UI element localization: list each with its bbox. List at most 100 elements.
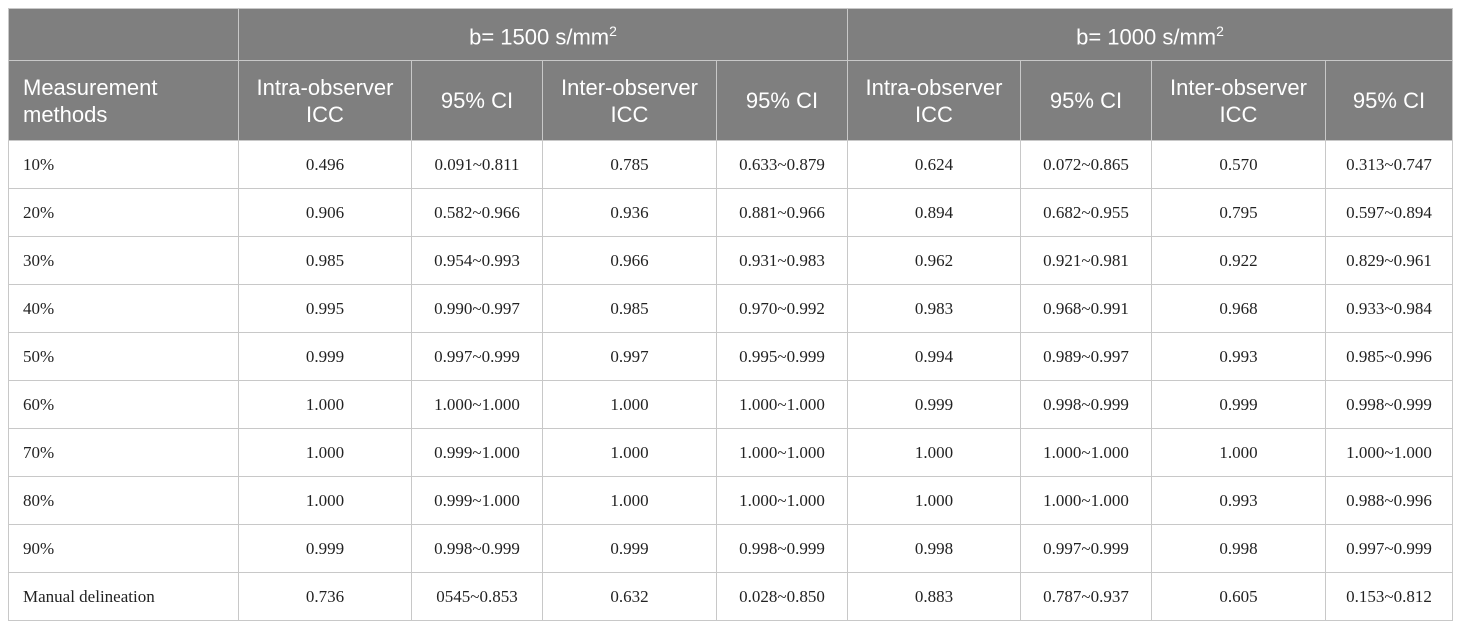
table-cell: 0.970~0.992	[716, 284, 848, 333]
row-label: 60%	[8, 380, 239, 429]
table-row: 40% 0.995 0.990~0.997 0.985 0.970~0.992 0.983…	[8, 284, 1453, 333]
table-cell: 0.999	[542, 524, 717, 573]
row-label: Manual delineation	[8, 572, 239, 621]
table-cell: 0.966	[542, 236, 717, 285]
table-head: b= 1500 s/mm2 b= 1000 s/mm2 Measurement …	[8, 8, 1453, 141]
table-cell: 0.931~0.983	[716, 236, 848, 285]
table-cell: 0.881~0.966	[716, 188, 848, 237]
table-cell: 0.933~0.984	[1325, 284, 1453, 333]
table-cell: 1.000~1.000	[716, 380, 848, 429]
table-cell: 0.597~0.894	[1325, 188, 1453, 237]
table-cell: 0.998~0.999	[1020, 380, 1152, 429]
table-cell: 0.985	[238, 236, 412, 285]
row-label: 70%	[8, 428, 239, 477]
group-header: b= 1500 s/mm2	[238, 8, 848, 61]
icc-table: b= 1500 s/mm2 b= 1000 s/mm2 Measurement …	[8, 8, 1453, 621]
table-cell: 1.000	[238, 428, 412, 477]
table-cell: 0.985	[542, 284, 717, 333]
table-cell: 0.091~0.811	[411, 140, 543, 189]
table-cell: 0.999~1.000	[411, 476, 543, 525]
table-cell: 0.968	[1151, 284, 1326, 333]
table-cell: 0.787~0.937	[1020, 572, 1152, 621]
column-header: Measurement methods	[8, 60, 239, 141]
table-cell: 1.000	[1151, 428, 1326, 477]
table-cell: 0.922	[1151, 236, 1326, 285]
column-header: Inter-observer ICC	[542, 60, 717, 141]
table-cell: 0.997~0.999	[411, 332, 543, 381]
empty-header	[8, 8, 239, 61]
column-header: Intra-observer ICC	[847, 60, 1021, 141]
table-cell: 0.632	[542, 572, 717, 621]
column-header: Intra-observer ICC	[238, 60, 412, 141]
column-header: 95% CI	[1325, 60, 1453, 141]
table-cell: 0.633~0.879	[716, 140, 848, 189]
column-header-row: Measurement methods Intra-observer ICC 95%…	[8, 60, 1453, 141]
group-header-row: b= 1500 s/mm2 b= 1000 s/mm2	[8, 8, 1453, 61]
table-cell: 0.988~0.996	[1325, 476, 1453, 525]
table-cell: 0.998~0.999	[1325, 380, 1453, 429]
column-header: 95% CI	[716, 60, 848, 141]
table-cell: 1.000~1.000	[411, 380, 543, 429]
table-row: 20% 0.906 0.582~0.966 0.936 0.881~0.966 0.894…	[8, 188, 1453, 237]
table-cell: 1.000~1.000	[1020, 476, 1152, 525]
table-cell: 0.736	[238, 572, 412, 621]
table-cell: 0.983	[847, 284, 1021, 333]
table-cell: 0.998~0.999	[411, 524, 543, 573]
table-cell: 0.570	[1151, 140, 1326, 189]
table-cell: 0.997	[542, 332, 717, 381]
table-cell: 0.999~1.000	[411, 428, 543, 477]
table-cell: 0.313~0.747	[1325, 140, 1453, 189]
table-cell: 0.989~0.997	[1020, 332, 1152, 381]
table-row: 10% 0.496 0.091~0.811 0.785 0.633~0.879 0.624…	[8, 140, 1453, 189]
table-cell: 1.000	[847, 428, 1021, 477]
row-label: 40%	[8, 284, 239, 333]
table-cell: 0.496	[238, 140, 412, 189]
table-row: 50% 0.999 0.997~0.999 0.997 0.995~0.999 0.994…	[8, 332, 1453, 381]
row-label: 80%	[8, 476, 239, 525]
table-cell: 0.999	[1151, 380, 1326, 429]
row-label: 30%	[8, 236, 239, 285]
row-label: 20%	[8, 188, 239, 237]
table-cell: 0.954~0.993	[411, 236, 543, 285]
row-label: 10%	[8, 140, 239, 189]
table-cell: 0.990~0.997	[411, 284, 543, 333]
table-cell: 0.998~0.999	[716, 524, 848, 573]
table-cell: 0.829~0.961	[1325, 236, 1453, 285]
table-cell: 0.998	[1151, 524, 1326, 573]
table-cell: 1.000	[542, 428, 717, 477]
table-row: 30% 0.985 0.954~0.993 0.966 0.931~0.983 0.962…	[8, 236, 1453, 285]
row-label: 90%	[8, 524, 239, 573]
table-row: 80% 1.000 0.999~1.000 1.000 1.000~1.000 1.000…	[8, 476, 1453, 525]
table-cell: 1.000	[238, 476, 412, 525]
table-cell: 1.000~1.000	[716, 428, 848, 477]
table-body: 10% 0.496 0.091~0.811 0.785 0.633~0.879 0.624…	[8, 140, 1453, 621]
table-cell: 0.995	[238, 284, 412, 333]
table-cell: 0.582~0.966	[411, 188, 543, 237]
table-row: 90% 0.999 0.998~0.999 0.999 0.998~0.999 0.998…	[8, 524, 1453, 573]
table-row: 70% 1.000 0.999~1.000 1.000 1.000~1.000 1.000…	[8, 428, 1453, 477]
table-cell: 0.153~0.812	[1325, 572, 1453, 621]
table-cell: 1.000	[542, 380, 717, 429]
table-cell: 0.894	[847, 188, 1021, 237]
group-header-sup: 2	[609, 23, 617, 40]
group-header: b= 1000 s/mm2	[847, 8, 1453, 61]
group-header-text: b= 1000 s/mm	[1076, 24, 1217, 50]
table-cell: 0.028~0.850	[716, 572, 848, 621]
table-cell: 0.785	[542, 140, 717, 189]
table-cell: 0.985~0.996	[1325, 332, 1453, 381]
table-cell: 0.994	[847, 332, 1021, 381]
table-cell: 0.997~0.999	[1325, 524, 1453, 573]
group-header-text: b= 1500 s/mm	[469, 24, 610, 50]
table-cell: 0.999	[238, 332, 412, 381]
table-cell: 0.795	[1151, 188, 1326, 237]
table-cell: 0.072~0.865	[1020, 140, 1152, 189]
table-cell: 0545~0.853	[411, 572, 543, 621]
table-cell: 0.906	[238, 188, 412, 237]
table-cell: 0.968~0.991	[1020, 284, 1152, 333]
table-cell: 1.000~1.000	[716, 476, 848, 525]
table-cell: 0.605	[1151, 572, 1326, 621]
table-cell: 0.993	[1151, 476, 1326, 525]
table-row: Manual delineation 0.736 0545~0.853 0.632 0.…	[8, 572, 1453, 621]
table-cell: 0.883	[847, 572, 1021, 621]
row-label: 50%	[8, 332, 239, 381]
